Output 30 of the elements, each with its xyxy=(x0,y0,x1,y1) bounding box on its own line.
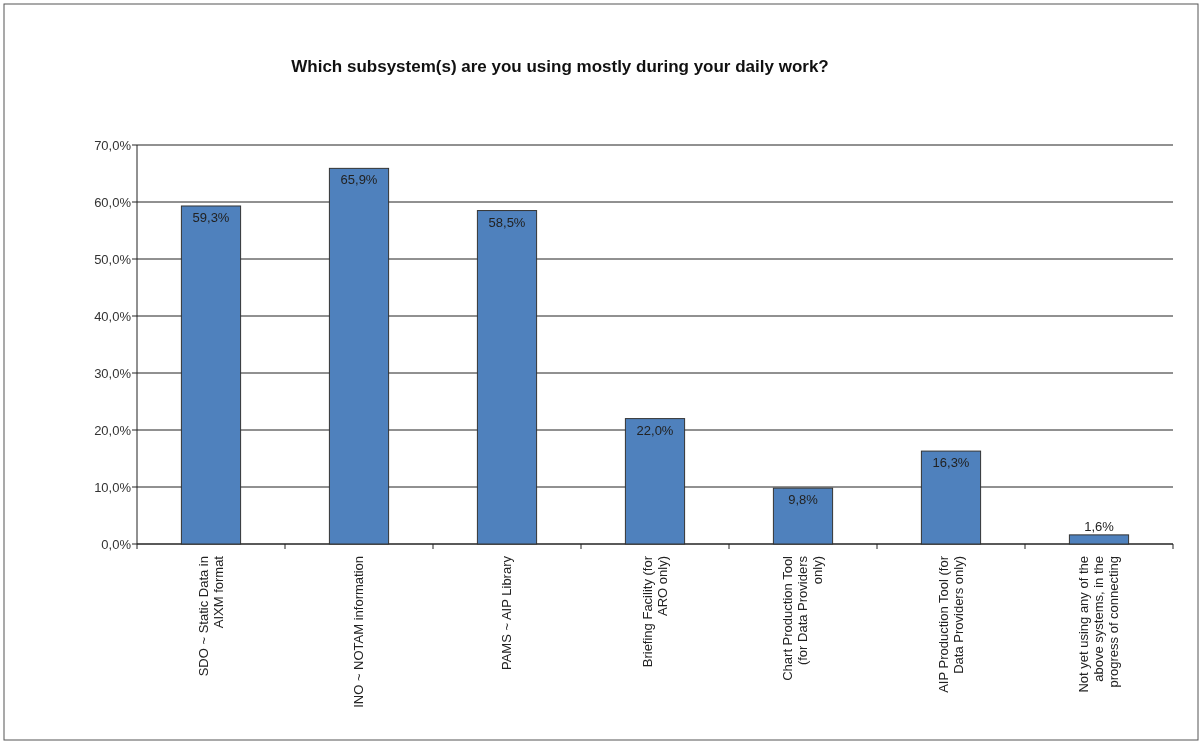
y-tick-label: 40,0% xyxy=(94,308,132,324)
y-tick-label: 30,0% xyxy=(94,365,132,381)
data-label: 16,3% xyxy=(932,455,970,471)
bar xyxy=(920,450,982,545)
x-tick-label: Not yet using any of the above systems, in the progress of connecting xyxy=(1076,556,1121,693)
bar xyxy=(328,167,390,545)
data-label: 22,0% xyxy=(636,422,674,438)
bar xyxy=(476,210,538,545)
bar xyxy=(772,487,834,545)
bar xyxy=(1068,534,1130,545)
data-label: 1,6% xyxy=(1084,518,1115,534)
bar xyxy=(624,418,686,545)
bar xyxy=(180,205,242,545)
x-tick-label: SDO ~ Static Data in AIXM format xyxy=(195,555,226,677)
x-tick-label: Briefing Facility (for ARO only) xyxy=(639,555,670,668)
y-tick-label: 10,0% xyxy=(94,479,132,495)
x-tick-label: PAMS ~ AIP Library xyxy=(499,555,514,671)
x-tick-label: Chart Production Tool (for Data Providers only) xyxy=(780,555,825,681)
x-tick-label: AIP Production Tool (for Data Providers only) xyxy=(935,555,966,693)
data-label: 65,9% xyxy=(340,172,378,188)
x-tick-label: INO ~ NOTAM information xyxy=(351,556,366,708)
y-tick-label: 20,0% xyxy=(94,422,132,438)
y-tick-label: 70,0% xyxy=(94,137,132,153)
y-tick-label: 50,0% xyxy=(94,251,132,267)
y-tick-label: 60,0% xyxy=(94,194,132,210)
chart-title: Which subsystem(s) are you using mostly during your daily work? xyxy=(291,57,829,76)
data-label: 9,8% xyxy=(788,492,819,508)
y-tick-label: 0,0% xyxy=(101,536,132,552)
data-label: 59,3% xyxy=(192,209,230,225)
data-label: 58,5% xyxy=(488,214,526,230)
